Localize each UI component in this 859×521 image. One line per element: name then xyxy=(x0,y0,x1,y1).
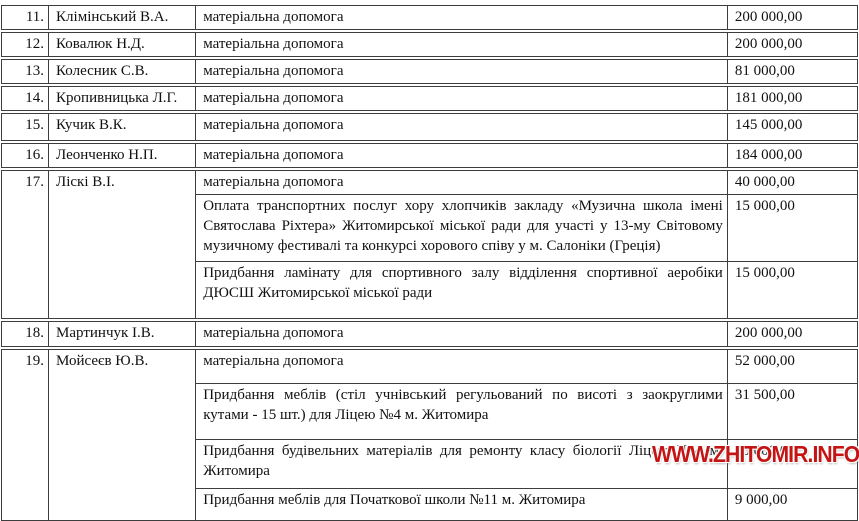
purpose-cell: матеріальна допомога xyxy=(195,83,728,113)
purpose-cell: Придбання меблів для Початкової школи №1… xyxy=(195,488,728,521)
table-row: 15. Кучик В.К. матеріальна допомога 145 … xyxy=(0,110,859,143)
table-row: 18. Мартинчук І.В. матеріальна допомога … xyxy=(0,318,859,349)
purpose-cell: матеріальна допомога xyxy=(195,56,728,86)
row-number: 11. xyxy=(0,5,50,32)
amount-cell: 81 000,00 xyxy=(726,56,859,86)
purpose-cell: матеріальна допомога xyxy=(195,140,728,170)
recipient-name: Мартинчук І.В. xyxy=(48,318,197,349)
table-row: 11. Клімінський В.А. матеріальна допомог… xyxy=(0,5,859,32)
amount-cell: 200 000,00 xyxy=(726,29,859,59)
amount-cell: 15 000,00 xyxy=(726,194,859,262)
table-row: 13. Колесник С.В. матеріальна допомога 8… xyxy=(0,56,859,86)
table-row: 16. Леонченко Н.П. матеріальна допомога … xyxy=(0,140,859,170)
row-number: 19. xyxy=(0,346,50,521)
row-number: 18. xyxy=(0,318,50,349)
amount-cell: 40 000,00 xyxy=(726,167,859,195)
purpose-cell: матеріальна допомога xyxy=(195,110,728,143)
amount-cell: 52 000,00 xyxy=(726,346,859,384)
row-number: 13. xyxy=(0,56,50,86)
purpose-cell: матеріальна допомога xyxy=(195,318,728,349)
amount-cell: 15 000,00 xyxy=(726,261,859,321)
purpose-cell: Оплата транспортних послуг хору хлопчикі… xyxy=(195,194,728,262)
row-number: 12. xyxy=(0,29,50,59)
table-row: 12. Ковалюк Н.Д. матеріальна допомога 20… xyxy=(0,29,859,59)
purpose-cell: матеріальна допомога xyxy=(195,167,728,195)
purpose-cell: матеріальна допомога xyxy=(195,5,728,32)
recipient-name: Кучик В.К. xyxy=(48,110,197,143)
recipient-name: Кропивницька Л.Г. xyxy=(48,83,197,113)
amount-cell: 200 000,00 xyxy=(726,318,859,349)
table-subrow: Оплата транспортних послуг хору хлопчикі… xyxy=(2,194,859,262)
amount-cell: 184 000,00 xyxy=(726,140,859,170)
zhitomir-info-watermark: WWW.ZHITOMIR.INFO xyxy=(651,440,859,468)
purpose-cell: Придбання меблів (стіл учнівський регуль… xyxy=(195,383,728,440)
recipient-name: Мойсеєв Ю.В. xyxy=(48,346,197,521)
row-number: 15. xyxy=(0,110,50,143)
document-page: 11. Клімінський В.А. матеріальна допомог… xyxy=(0,5,859,521)
recipient-name: Колесник С.В. xyxy=(48,56,197,86)
recipient-name: Клімінський В.А. xyxy=(48,5,197,32)
table-row: 17. Ліскі В.І. матеріальна допомога 40 0… xyxy=(0,167,859,321)
recipient-name: Леонченко Н.П. xyxy=(48,140,197,170)
purpose-cell: Придбання ламінату для спортивного залу … xyxy=(195,261,728,321)
table-subrow: Придбання ламінату для спортивного залу … xyxy=(2,261,859,321)
amount-cell: 31 500,00 xyxy=(726,383,859,440)
amount-cell: 200 000,00 xyxy=(726,5,859,32)
recipient-name: Ліскі В.І. xyxy=(48,167,197,321)
purpose-cell: Придбання будівельних матеріалів для рем… xyxy=(195,439,728,489)
row-number: 17. xyxy=(0,167,50,321)
table-row: 14. Кропивницька Л.Г. матеріальна допомо… xyxy=(0,83,859,113)
row-number: 14. xyxy=(0,83,50,113)
table-row: 19. Мойсеєв Ю.В. матеріальна допомога 52… xyxy=(0,346,859,521)
amount-cell: 9 000,00 xyxy=(726,488,859,521)
amount-cell: 181 000,00 xyxy=(726,83,859,113)
recipient-name: Ковалюк Н.Д. xyxy=(48,29,197,59)
purpose-cell: матеріальна допомога xyxy=(195,346,728,384)
amount-cell: 145 000,00 xyxy=(726,110,859,143)
purpose-cell: матеріальна допомога xyxy=(195,29,728,59)
row-number: 16. xyxy=(0,140,50,170)
